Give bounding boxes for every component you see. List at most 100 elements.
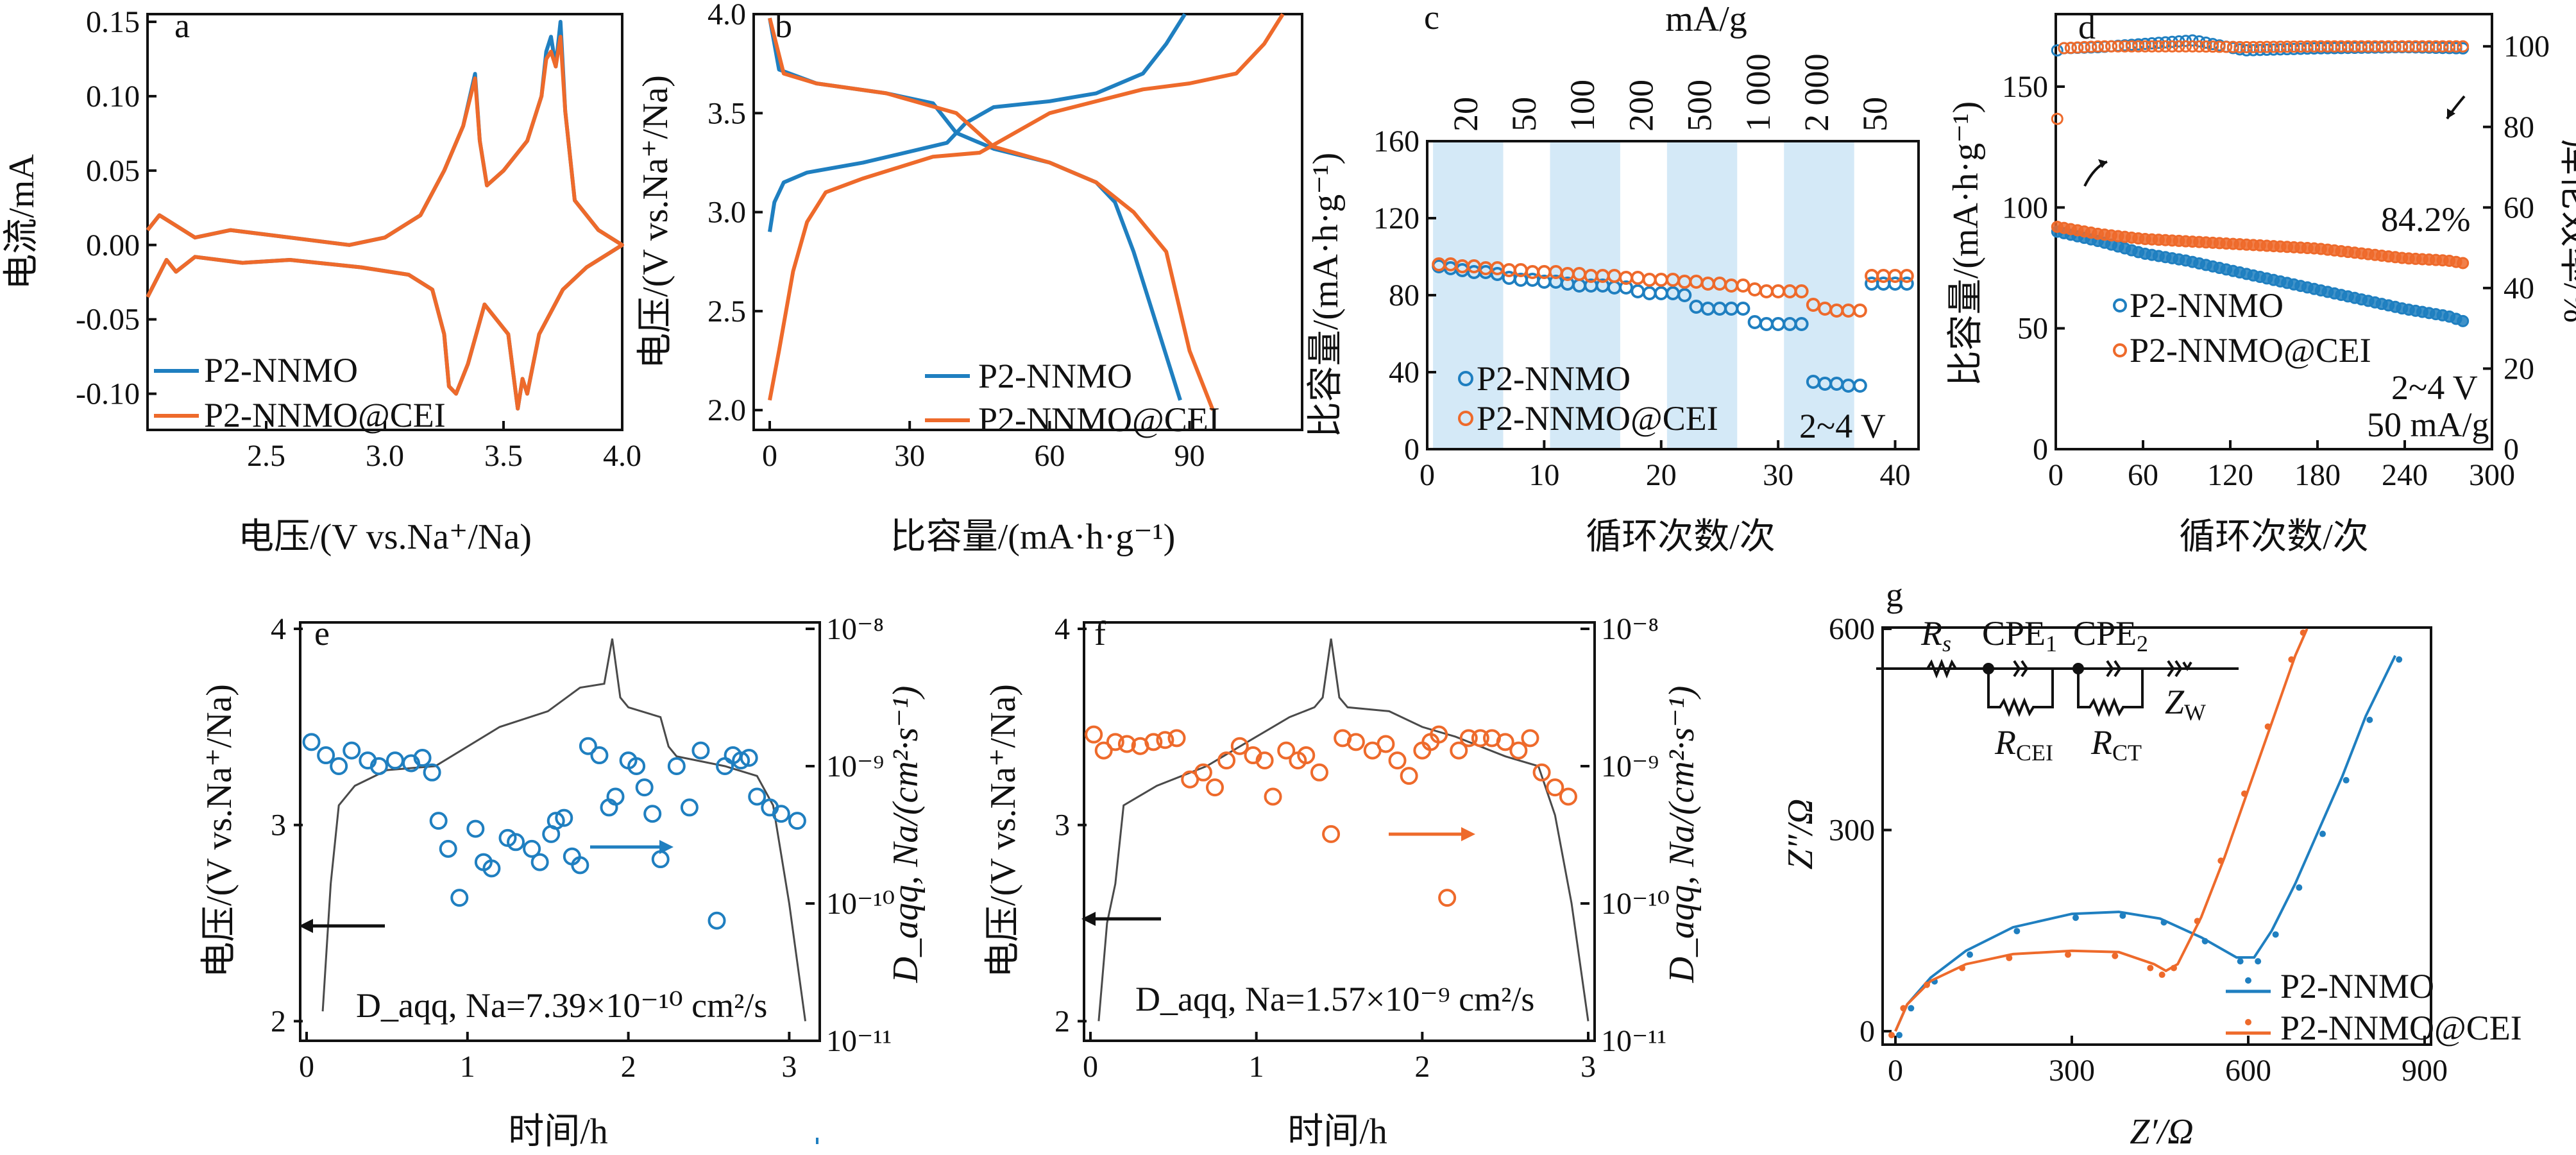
d-point-2-0	[2051, 44, 2063, 56]
d-point-3-1	[2058, 42, 2071, 55]
g-point-0-8	[2201, 937, 2208, 945]
f-diffusivity-point-24	[1377, 735, 1395, 753]
c-point-1-31	[1794, 284, 1809, 298]
e-voltage-line	[321, 638, 806, 1022]
a-series-1	[146, 35, 624, 411]
b-xtick-label-2: 60	[1034, 439, 1065, 473]
panel-c-xlabel: 循环次数/次	[1586, 517, 1775, 557]
g-point-0-7	[2160, 919, 2167, 926]
circuit-label-rcei-sub: CEI	[2016, 740, 2053, 766]
f-diffusivity-point-29	[1430, 725, 1448, 744]
f-xtick-label-2: 2	[1414, 1050, 1430, 1084]
b-series-0	[768, 13, 1187, 232]
c-xtick-label-3: 30	[1763, 458, 1793, 492]
f-diffusivity-point-9	[1194, 763, 1212, 782]
g-point-1-8	[2158, 971, 2165, 979]
g-point-1-14	[2288, 656, 2295, 663]
panel-c-ylabel: 比容量/(mA·h·g⁻¹)	[1306, 153, 1346, 438]
g-point-1-1	[1900, 1005, 1907, 1012]
circuit-cpe2-symbol	[2106, 660, 2122, 678]
g-ytick-label-0: 600	[1829, 612, 1875, 646]
d-ytick-label-0: 150	[2002, 70, 2048, 104]
b-ytick-label-0: 4.0	[708, 0, 746, 31]
d-point-3-37	[2301, 40, 2314, 53]
d-point-3-46	[2362, 40, 2375, 53]
b-ytick-label-1: 3.5	[708, 96, 746, 130]
circuit-label-cpe1-sub: 1	[2046, 631, 2057, 656]
panel-g-frame	[1881, 626, 2432, 1046]
g-xtick-label-2: 600	[2225, 1054, 2271, 1088]
panel-a: a 2.5 3.0 3.5 4.0 0.15 0.10 0.05 0.00 -0.05 -0.10…	[2, 5, 641, 557]
a-ytick-label-0: 0.15	[86, 5, 140, 39]
e-xtick-label-1: 1	[460, 1050, 475, 1084]
d-point-3-2	[2064, 42, 2077, 55]
d-point-3-10	[2119, 40, 2131, 53]
panel-g-circuit	[1876, 658, 2239, 717]
d-point-3-11	[2125, 40, 2138, 53]
panel-b-xlabel: 比容量/(mA·h·g⁻¹)	[890, 517, 1176, 557]
f-diffusivity-point-25	[1388, 751, 1407, 770]
d-point-3-57	[2436, 40, 2449, 53]
e-ytick-label-0: 4	[271, 612, 286, 646]
a-ytick-label-2: 0.05	[86, 154, 140, 188]
f-diffusivity-point-7	[1167, 729, 1186, 748]
b-ytick-label-3: 2.5	[708, 295, 746, 329]
d-point-3-55	[2423, 40, 2436, 53]
c-ytick-label-2: 80	[1389, 278, 1419, 312]
circuit-rs-resistor	[1926, 658, 1957, 679]
panel-e-ylabel: 电压/(V vs.Na⁺/Na)	[199, 684, 239, 978]
a-ytick-label-4: -0.05	[76, 303, 140, 337]
d-point-3-36	[2294, 40, 2307, 53]
e-ytick-label-1: 3	[271, 809, 286, 843]
panel-d: d 0 60 120 180 240 300 150 100 50 0 100 80 60 40 20 0 循…	[1946, 8, 2576, 557]
f-diffusivity-point-39	[1546, 778, 1564, 797]
circuit-rct-branch	[2077, 669, 2144, 717]
f-diffusivity-point-22	[1346, 733, 1365, 751]
d-point-3-59	[2450, 40, 2462, 53]
c-point-0-28	[1759, 317, 1774, 331]
f2-ytick-label-1: 10⁻⁹	[1601, 749, 1659, 783]
panel-d-axis-ticks: 0 60 120 180 240 300 150 100 50 0 100 80 60 40 20 0	[2002, 30, 2550, 492]
panel-b-legend-2: P2-NNMO@CEI	[978, 400, 1220, 439]
f-diffusivity-point-0	[1085, 725, 1103, 744]
panel-g-legend-dot-1	[2245, 977, 2251, 984]
g-point-0-5	[2072, 914, 2079, 921]
panel-d-legend-marker-1	[2113, 298, 2127, 312]
d-xtick-label-3: 180	[2294, 458, 2341, 492]
c-ytick-label-0: 160	[1373, 124, 1419, 158]
f-diffusivity-point-32	[1459, 729, 1478, 748]
panel-e-xlabel: 时间/h	[508, 1112, 608, 1152]
e-diffusivity-point-28	[606, 787, 625, 806]
g-point-0-16	[2396, 656, 2403, 663]
e-diffusivity-point-37	[708, 911, 726, 930]
a-ytick-label-5: -0.10	[76, 377, 140, 411]
e-diffusivity-point-31	[635, 778, 654, 797]
panel-d-xlabel: 循环次数/次	[2179, 517, 2369, 557]
g-point-0-0	[1896, 1032, 1902, 1039]
c-point-0-17	[1631, 284, 1645, 298]
f-diffusivity-point-33	[1471, 729, 1489, 748]
d-ytick-label-2: 50	[2017, 312, 2048, 346]
f-diffusivity-point-1	[1094, 741, 1113, 760]
g-point-1-6	[2112, 952, 2119, 959]
c-point-1-19	[1654, 273, 1668, 287]
panel-e-arrow-right-head	[659, 840, 674, 854]
f-diffusivity-point-15	[1264, 787, 1282, 806]
panel-c: c mA/g 20 50 100 200 500 1 000 2 000 50 0 10 20 30…	[1306, 0, 1920, 557]
panel-b-letter: b	[775, 6, 792, 45]
d-point-3-43	[2341, 40, 2354, 53]
panel-f: f 0 1 2 3 4 3 2 10⁻⁸ 10⁻⁹ 10⁻¹⁰ 10⁻¹¹ 时间/h 电压/(V v…	[983, 612, 1702, 1152]
panel-d-note1: 2~4 V	[2391, 368, 2478, 407]
d-point-3-17	[2165, 40, 2178, 53]
c-ytick-label-1: 120	[1373, 201, 1419, 235]
panel-d-legend-2: P2-NNMO@CEI	[2130, 331, 2371, 370]
c-rate-label-7: 50	[1856, 97, 1894, 132]
b-series-2	[768, 13, 1285, 401]
panel-c-legend-1: P2-NNMO	[1477, 359, 1631, 398]
e-diffusivity-point-9	[423, 763, 441, 782]
d-point-3-13	[2139, 40, 2151, 53]
e-diffusivity-point-18	[523, 839, 541, 858]
a-xtick-label-2: 3.5	[484, 439, 523, 473]
d-point-3-29	[2247, 40, 2260, 53]
